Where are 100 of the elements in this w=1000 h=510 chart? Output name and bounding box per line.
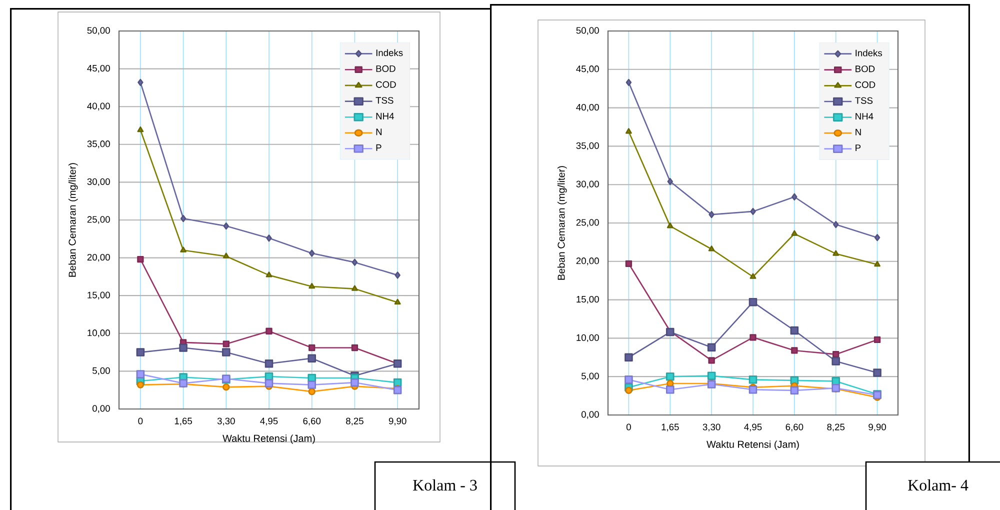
text: Kolam - 3 (413, 479, 477, 491)
x-tick-label: 6,60 (786, 424, 804, 432)
point (748, 386, 758, 394)
point (748, 376, 758, 384)
point (748, 298, 758, 306)
legend-label: N (376, 128, 382, 136)
point (708, 210, 714, 218)
point (832, 357, 840, 366)
y-tick-label: 30,00 (576, 180, 599, 188)
point (708, 246, 715, 252)
y-tick-label: 35,00 (576, 142, 599, 150)
point (266, 272, 272, 278)
point (624, 376, 633, 384)
point (791, 230, 798, 236)
point (136, 381, 144, 388)
point (707, 343, 716, 352)
x-tick-label: 9,90 (868, 424, 886, 432)
y-axis-title: Beban Cemaran (mg/liter) (68, 163, 78, 277)
x-tick-label: 9,90 (388, 418, 406, 426)
y-tick-label: 15,00 (576, 296, 599, 304)
point (180, 214, 186, 222)
point (667, 178, 674, 186)
point (792, 193, 798, 200)
point (179, 344, 188, 352)
x-axis-title: Waktu Retensi (Jam) (706, 440, 799, 450)
y-tick-label: 20,00 (87, 254, 110, 262)
y-tick-label: 40,00 (87, 102, 110, 110)
point (352, 285, 358, 291)
point (264, 379, 274, 388)
point (750, 334, 756, 341)
point (352, 258, 358, 266)
y-tick-label: 45,00 (576, 66, 599, 74)
y-tick-label: 25,00 (87, 216, 110, 224)
y-tick-label: 5,00 (582, 372, 599, 380)
point (308, 282, 316, 289)
x-tick-label: 3,30 (217, 418, 235, 426)
point (791, 347, 798, 354)
point (137, 256, 144, 263)
y-tick-label: 15,00 (88, 292, 110, 300)
point (832, 220, 839, 228)
legend-label: N (856, 128, 861, 136)
point (222, 252, 230, 258)
x-tick-label: 0 (138, 418, 143, 424)
point (137, 126, 144, 132)
legend-label: NH4 (376, 112, 394, 120)
x-axis-title: Waktu Retensi (Jam) (222, 434, 315, 444)
legend-label: COD (376, 81, 396, 88)
point (223, 222, 230, 230)
x-tick-label: 0 (626, 424, 631, 430)
point (708, 357, 715, 364)
point (308, 388, 316, 396)
point (832, 250, 840, 256)
y-axis-title: Beban Cemaran (mg/liter) (557, 166, 567, 280)
y-tick-label: 30,00 (87, 178, 110, 186)
x-tick-label: 4,95 (744, 424, 762, 432)
point (351, 344, 358, 352)
point (625, 260, 632, 268)
point (666, 372, 674, 381)
y-tick-label: 20,00 (576, 258, 599, 266)
legend-label: BOD (856, 66, 875, 72)
x-tick-label: 1,65 (662, 424, 679, 432)
point (624, 353, 633, 362)
point (350, 378, 359, 387)
x-tick-label: 8,25 (827, 424, 845, 432)
point (308, 380, 316, 389)
legend-label: Indeks (856, 49, 882, 56)
point (874, 234, 880, 242)
point (136, 348, 145, 356)
y-tick-label: 40,00 (576, 104, 599, 112)
point (874, 260, 880, 267)
legend-label: TSS (376, 97, 394, 104)
point (222, 340, 230, 348)
y-tick-label: 0,00 (581, 411, 599, 419)
point (626, 78, 632, 86)
y-tick-label: 10,00 (88, 330, 110, 338)
y-tick-label: 50,00 (576, 27, 599, 35)
legend-label: COD (855, 81, 876, 88)
y-tick-label: 35,00 (87, 140, 110, 148)
point (266, 234, 272, 242)
point (264, 359, 274, 368)
y-tick-label: 25,00 (576, 219, 599, 227)
y-tick-label: 0,00 (92, 405, 110, 413)
point (308, 354, 316, 362)
point (750, 208, 756, 216)
text: Kolam- 4 (908, 479, 968, 491)
point (750, 273, 756, 279)
point (666, 222, 674, 228)
point (790, 326, 799, 335)
point (266, 328, 272, 334)
legend-label: TSS (855, 97, 873, 104)
point (222, 383, 230, 391)
point (394, 272, 400, 279)
point (790, 386, 799, 395)
y-tick-label: 50,00 (87, 27, 110, 35)
x-tick-label: 8,25 (346, 418, 364, 426)
point (832, 350, 840, 358)
point (394, 298, 401, 305)
legend-label: BOD (376, 65, 396, 72)
legend-label: P (376, 144, 382, 151)
y-tick-label: 5,00 (92, 367, 110, 376)
